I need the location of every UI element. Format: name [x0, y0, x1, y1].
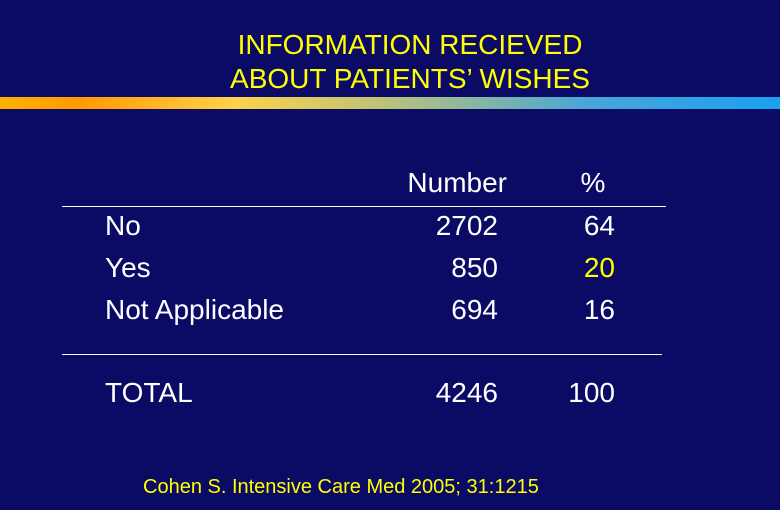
row-number-not-applicable: 694 — [451, 294, 498, 325]
citation: Cohen S. Intensive Care Med 2005; 31:121… — [143, 476, 539, 498]
header-number: Number — [407, 167, 507, 198]
total-label: TOTAL — [105, 377, 193, 408]
row-label-yes: Yes — [105, 252, 151, 283]
table-top-rule — [62, 206, 666, 207]
row-percent-no: 64 — [583, 210, 615, 241]
total-number: 4246 — [435, 377, 498, 408]
row-percent-not-applicable: 16 — [583, 294, 615, 325]
title-gradient-bar — [0, 97, 780, 109]
row-percent-yes: 20 — [583, 252, 615, 283]
total-percent: 100 — [568, 377, 615, 408]
row-number-yes: 850 — [451, 252, 498, 283]
table-bottom-rule — [62, 354, 662, 355]
slide-title-line-1: INFORMATION RECIEVED — [237, 29, 583, 60]
row-number-no: 2702 — [435, 210, 498, 241]
row-label-not-applicable: Not Applicable — [105, 294, 285, 325]
row-label-no: No — [105, 210, 141, 241]
slide-title-line-2: ABOUT PATIENTS’ WISHES — [230, 63, 590, 94]
header-percent: % — [580, 167, 606, 198]
